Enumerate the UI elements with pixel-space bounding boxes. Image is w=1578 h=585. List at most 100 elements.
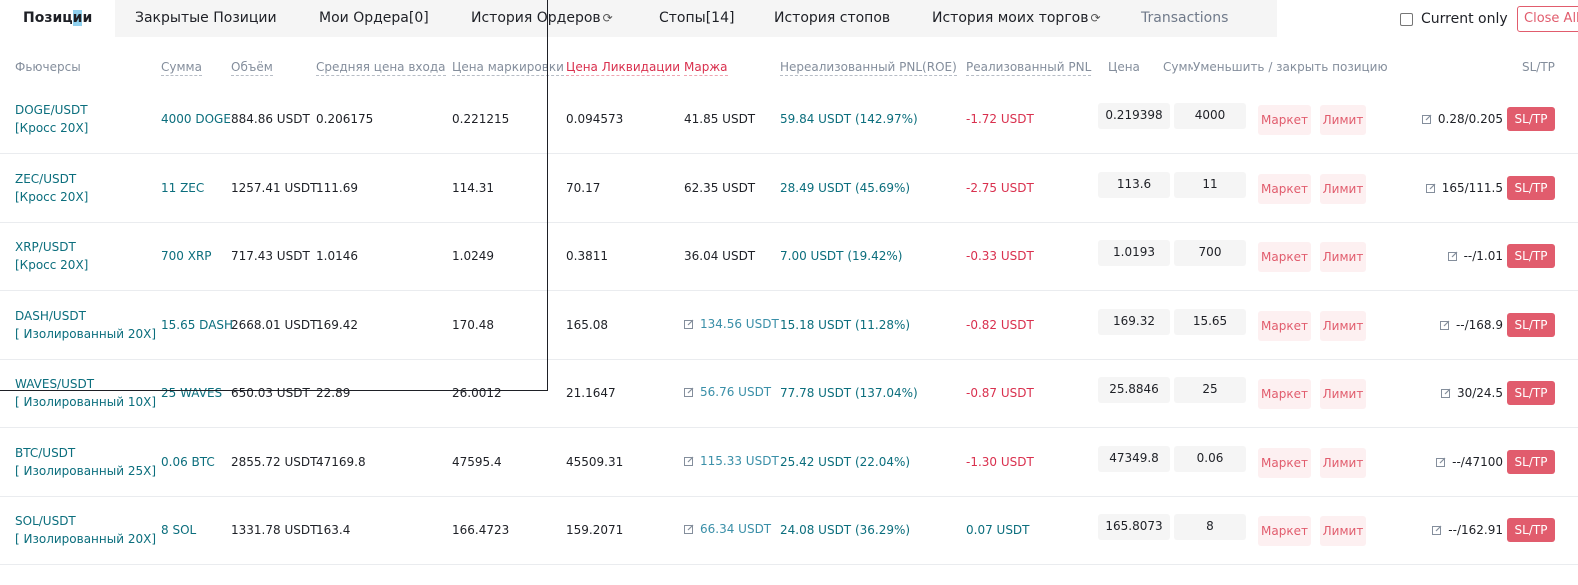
- close-market-button[interactable]: Маркет: [1258, 310, 1311, 341]
- edit-icon[interactable]: [684, 317, 700, 331]
- position-margin-edit[interactable]: 115.33 USDT: [684, 452, 779, 470]
- position-symbol[interactable]: DOGE/USDT: [15, 103, 88, 117]
- sltp-button[interactable]: SL/TP: [1507, 107, 1555, 131]
- position-margin-mode[interactable]: [ Изолированный 25X]: [15, 463, 156, 478]
- tab-order-history[interactable]: История Ордеров ⟳: [471, 0, 613, 37]
- position-margin-edit[interactable]: 56.76 USDT: [684, 383, 771, 401]
- close-price-input[interactable]: 25.8846: [1098, 377, 1170, 403]
- sltp-value[interactable]: --/162.91: [1413, 521, 1503, 539]
- sltp-button[interactable]: SL/TP: [1507, 175, 1555, 200]
- close-price-input[interactable]: 169.32: [1098, 308, 1170, 335]
- header-margin: Маржа: [684, 60, 728, 76]
- sltp-value[interactable]: 0.28/0.205: [1413, 110, 1503, 128]
- position-margin-mode[interactable]: [ Изолированный 10X]: [15, 395, 156, 409]
- current-only-toggle[interactable]: Current only: [1400, 9, 1508, 29]
- position-symbol[interactable]: BTC/USDT: [15, 445, 76, 460]
- tab-stop-history[interactable]: История стопов: [774, 10, 891, 26]
- position-realized-pnl: -2.75 USDT: [966, 180, 1034, 195]
- close-amount-input[interactable]: 15.65: [1174, 308, 1246, 335]
- header-unrealized-pnl: Нереализованный PNL(ROE): [780, 60, 957, 76]
- close-price-input[interactable]: 113.6: [1098, 171, 1170, 198]
- close-limit-button[interactable]: Лимит: [1320, 173, 1366, 204]
- position-margin-mode[interactable]: [ Изолированный 20X]: [15, 532, 156, 546]
- edit-icon[interactable]: [1425, 181, 1442, 195]
- position-margin-edit[interactable]: 134.56 USDT: [684, 315, 779, 333]
- sltp-button[interactable]: SL/TP: [1507, 381, 1555, 405]
- close-market-button[interactable]: Маркет: [1258, 379, 1311, 409]
- close-amount-input[interactable]: 0.06: [1174, 445, 1246, 472]
- position-margin-mode[interactable]: [ Изолированный 20X]: [15, 326, 156, 341]
- close-market-button[interactable]: Маркет: [1258, 105, 1311, 135]
- close-amount-input[interactable]: 25: [1174, 377, 1246, 403]
- close-limit-button[interactable]: Лимит: [1320, 105, 1366, 135]
- close-price-input[interactable]: 47349.8: [1098, 445, 1170, 472]
- tab-closed-positions[interactable]: Закрытые Позиции: [135, 10, 277, 26]
- position-entry-price: 1.0146: [316, 249, 358, 263]
- sltp-value[interactable]: --/47100: [1413, 453, 1503, 471]
- close-amount-input[interactable]: 11: [1174, 171, 1246, 198]
- position-unrealized-pnl: 7.00 USDT (19.42%): [780, 249, 903, 263]
- sltp-value[interactable]: --/168.9: [1413, 316, 1503, 334]
- header-sltp: SL/TP: [1522, 60, 1555, 74]
- position-margin-mode[interactable]: [Кросс 20X]: [15, 189, 89, 204]
- position-amount: 25 WAVES: [161, 386, 223, 400]
- edit-icon[interactable]: [1447, 249, 1464, 263]
- position-unrealized-pnl: 59.84 USDT (142.97%): [780, 112, 918, 126]
- position-margin-mode[interactable]: [Кросс 20X]: [15, 258, 89, 272]
- close-amount-input[interactable]: 700: [1174, 240, 1246, 266]
- close-all-button[interactable]: Close All: [1517, 6, 1578, 32]
- close-limit-button[interactable]: Лимит: [1320, 242, 1366, 272]
- position-margin: 115.33 USDT: [700, 453, 779, 468]
- edit-icon[interactable]: [684, 522, 700, 536]
- position-symbol[interactable]: DASH/USDT: [15, 308, 86, 323]
- close-limit-button[interactable]: Лимит: [1320, 379, 1366, 409]
- position-symbol[interactable]: WAVES/USDT: [15, 377, 95, 391]
- edit-icon[interactable]: [684, 385, 700, 399]
- position-entry-price: 0.206175: [316, 112, 374, 126]
- edit-icon[interactable]: [1440, 386, 1457, 400]
- tab-positions[interactable]: Позиции: [0, 0, 116, 37]
- position-mark-price: 170.48: [452, 317, 494, 332]
- edit-icon[interactable]: [1436, 455, 1452, 469]
- sltp-value[interactable]: 165/111.5: [1413, 179, 1503, 197]
- close-price-input[interactable]: 1.0193: [1098, 240, 1170, 266]
- tab-my-orders[interactable]: Мои Ордера[0]: [319, 10, 429, 26]
- close-limit-button[interactable]: Лимит: [1320, 516, 1366, 546]
- position-symbol[interactable]: ZEC/USDT: [15, 171, 77, 186]
- sltp-button[interactable]: SL/TP: [1507, 518, 1555, 542]
- table-row: XRP/USDT [Кросс 20X] 700 XRP 717.43 USDT…: [0, 223, 1578, 291]
- edit-icon[interactable]: [684, 454, 700, 468]
- close-price-input[interactable]: 0.219398: [1098, 103, 1170, 129]
- sltp-button[interactable]: SL/TP: [1507, 244, 1555, 268]
- tab-bar: Позиции Закрытые Позиции Мои Ордера[0] И…: [0, 0, 1578, 37]
- close-limit-button[interactable]: Лимит: [1320, 447, 1366, 478]
- close-amount-input[interactable]: 8: [1174, 514, 1246, 540]
- current-only-checkbox[interactable]: [1400, 12, 1413, 26]
- tab-trade-history[interactable]: История моих торгов ⟳: [932, 0, 1101, 37]
- sltp-value[interactable]: --/1.01: [1413, 247, 1503, 265]
- position-margin-edit[interactable]: 66.34 USDT: [684, 520, 771, 538]
- position-liquidation-price: 45509.31: [566, 454, 624, 469]
- position-mark-price: 1.0249: [452, 249, 494, 263]
- position-symbol[interactable]: XRP/USDT: [15, 240, 76, 254]
- close-limit-button[interactable]: Лимит: [1320, 310, 1366, 341]
- tab-stops[interactable]: Стопы[14]: [659, 10, 735, 26]
- sltp-value[interactable]: 30/24.5: [1413, 384, 1503, 402]
- close-market-button[interactable]: Маркет: [1258, 242, 1311, 272]
- position-margin-mode[interactable]: [Кросс 20X]: [15, 121, 89, 135]
- close-amount-input[interactable]: 4000: [1174, 103, 1246, 129]
- position-symbol[interactable]: SOL/USDT: [15, 514, 76, 528]
- edit-icon[interactable]: [1421, 112, 1438, 126]
- sltp-button[interactable]: SL/TP: [1507, 449, 1555, 474]
- close-market-button[interactable]: Маркет: [1258, 173, 1311, 204]
- position-amount: 15.65 DASH: [161, 317, 234, 332]
- tab-transactions[interactable]: Transactions: [1141, 10, 1229, 26]
- table-row: DOGE/USDT [Кросс 20X] 4000 DOGE 884.86 U…: [0, 86, 1578, 154]
- edit-icon[interactable]: [1432, 523, 1448, 537]
- close-market-button[interactable]: Маркет: [1258, 447, 1311, 478]
- close-price-input[interactable]: 165.8073: [1098, 514, 1170, 540]
- close-market-button[interactable]: Маркет: [1258, 516, 1311, 546]
- edit-icon[interactable]: [1439, 318, 1456, 332]
- sltp-button[interactable]: SL/TP: [1507, 312, 1555, 337]
- position-realized-pnl: -0.33 USDT: [966, 249, 1034, 263]
